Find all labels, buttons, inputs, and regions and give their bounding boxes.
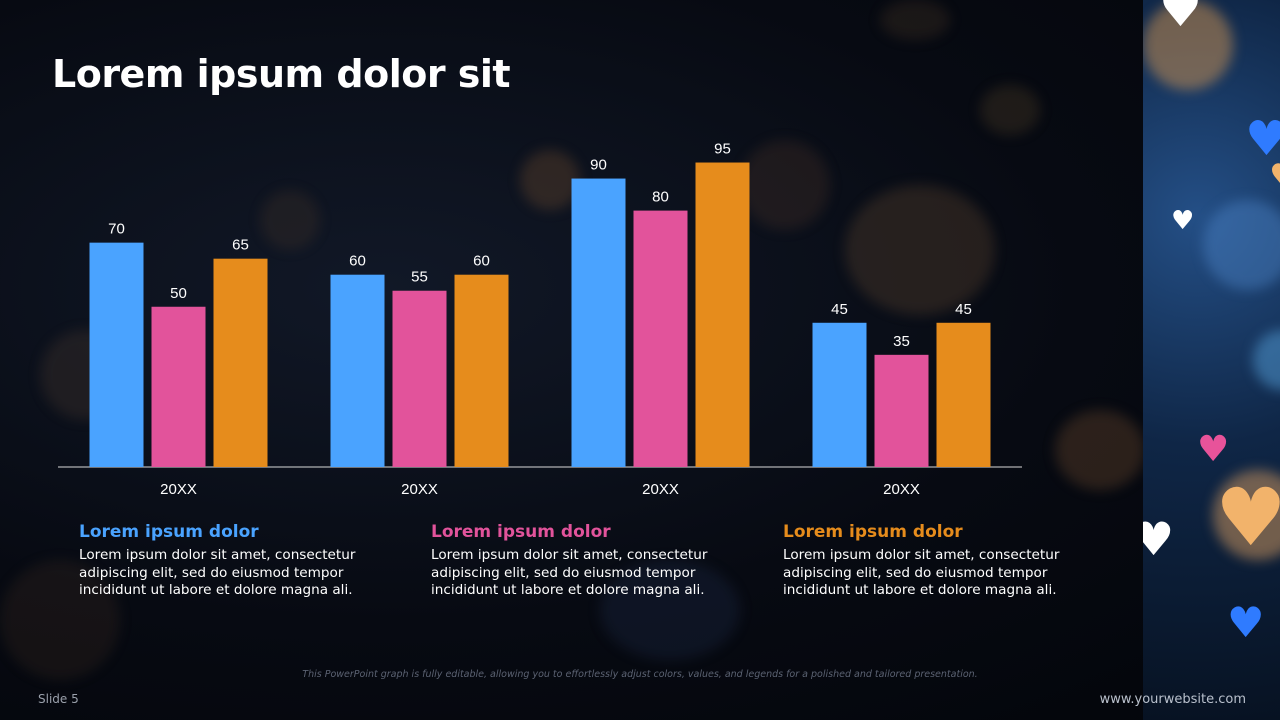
card-heading: Lorem ipsum dolor (783, 522, 963, 542)
card-body: Lorem ipsum dolor sit amet, consectetur … (431, 547, 708, 598)
bar (571, 178, 626, 468)
heart-icon: ♥ (1227, 598, 1265, 647)
x-tick-label: 20XX (401, 481, 438, 498)
data-label: 90 (590, 157, 607, 174)
footnote: This PowerPoint graph is fully editable,… (302, 669, 978, 680)
card-body: Lorem ipsum dolor sit amet, consectetur … (79, 547, 356, 598)
bar (213, 258, 268, 467)
data-label: 70 (108, 221, 125, 238)
bokeh-light (520, 150, 580, 210)
bar (812, 322, 867, 467)
bar (330, 274, 385, 467)
card-body: Lorem ipsum dolor sit amet, consectetur … (783, 547, 1060, 598)
data-label: 65 (232, 237, 249, 254)
bar (392, 290, 447, 467)
bokeh-light (0, 560, 120, 680)
bokeh-light (1213, 470, 1280, 560)
x-tick-label: 20XX (160, 481, 197, 498)
bar (695, 162, 750, 467)
bar (874, 354, 929, 467)
bar (633, 210, 688, 467)
data-label: 45 (955, 301, 972, 318)
data-label: 50 (170, 285, 187, 302)
data-label: 55 (411, 269, 428, 286)
heart-icon: ♥ (1197, 429, 1230, 470)
bar (936, 322, 991, 467)
bar (151, 306, 206, 467)
info-card: Lorem ipsum dolor Lorem ipsum dolor sit … (783, 522, 1083, 600)
x-tick-label: 20XX (883, 481, 920, 498)
bokeh-light (1055, 410, 1145, 490)
heart-icon: ♥ (1269, 160, 1280, 194)
data-label: 35 (893, 333, 910, 350)
heart-icon: ♥ (1159, 0, 1203, 38)
bokeh-light (740, 140, 830, 230)
card-heading: Lorem ipsum dolor (79, 522, 259, 542)
bar-chart: 70 50 65 20XX 60 55 60 20XX 90 80 95 20XX 45 35 45 20XX (58, 141, 1022, 498)
bokeh-light (600, 560, 740, 660)
x-tick-label: 20XX (642, 481, 679, 498)
slide-number: Slide 5 (38, 692, 79, 706)
decorative-side-panel: ♥ ♥ ♥ ♥ ♥ ♥ ♥ ♥ (1143, 0, 1280, 720)
bokeh-light (845, 185, 995, 315)
data-label: 95 (714, 141, 731, 158)
bokeh-light (980, 85, 1040, 135)
heart-icon: ♥ (1215, 471, 1280, 564)
slide-title: Lorem ipsum dolor sit (52, 52, 511, 96)
bokeh-light (1203, 200, 1280, 290)
data-label: 60 (349, 253, 366, 270)
info-card: Lorem ipsum dolor Lorem ipsum dolor sit … (79, 522, 379, 600)
heart-icon: ♥ (1171, 206, 1195, 236)
bokeh-light (1253, 330, 1280, 390)
card-heading: Lorem ipsum dolor (431, 522, 611, 542)
heart-icon: ♥ (1245, 111, 1280, 167)
bokeh-light (880, 0, 950, 40)
bar (89, 242, 144, 467)
bar (454, 274, 509, 467)
bokeh-light (1143, 0, 1233, 90)
bokeh-light (260, 190, 320, 250)
data-label: 45 (831, 301, 848, 318)
data-label: 60 (473, 253, 490, 270)
heart-icon: ♥ (1143, 512, 1175, 566)
website-link[interactable]: www.yourwebsite.com (1099, 692, 1246, 707)
data-label: 80 (652, 189, 669, 206)
info-card: Lorem ipsum dolor Lorem ipsum dolor sit … (431, 522, 731, 600)
